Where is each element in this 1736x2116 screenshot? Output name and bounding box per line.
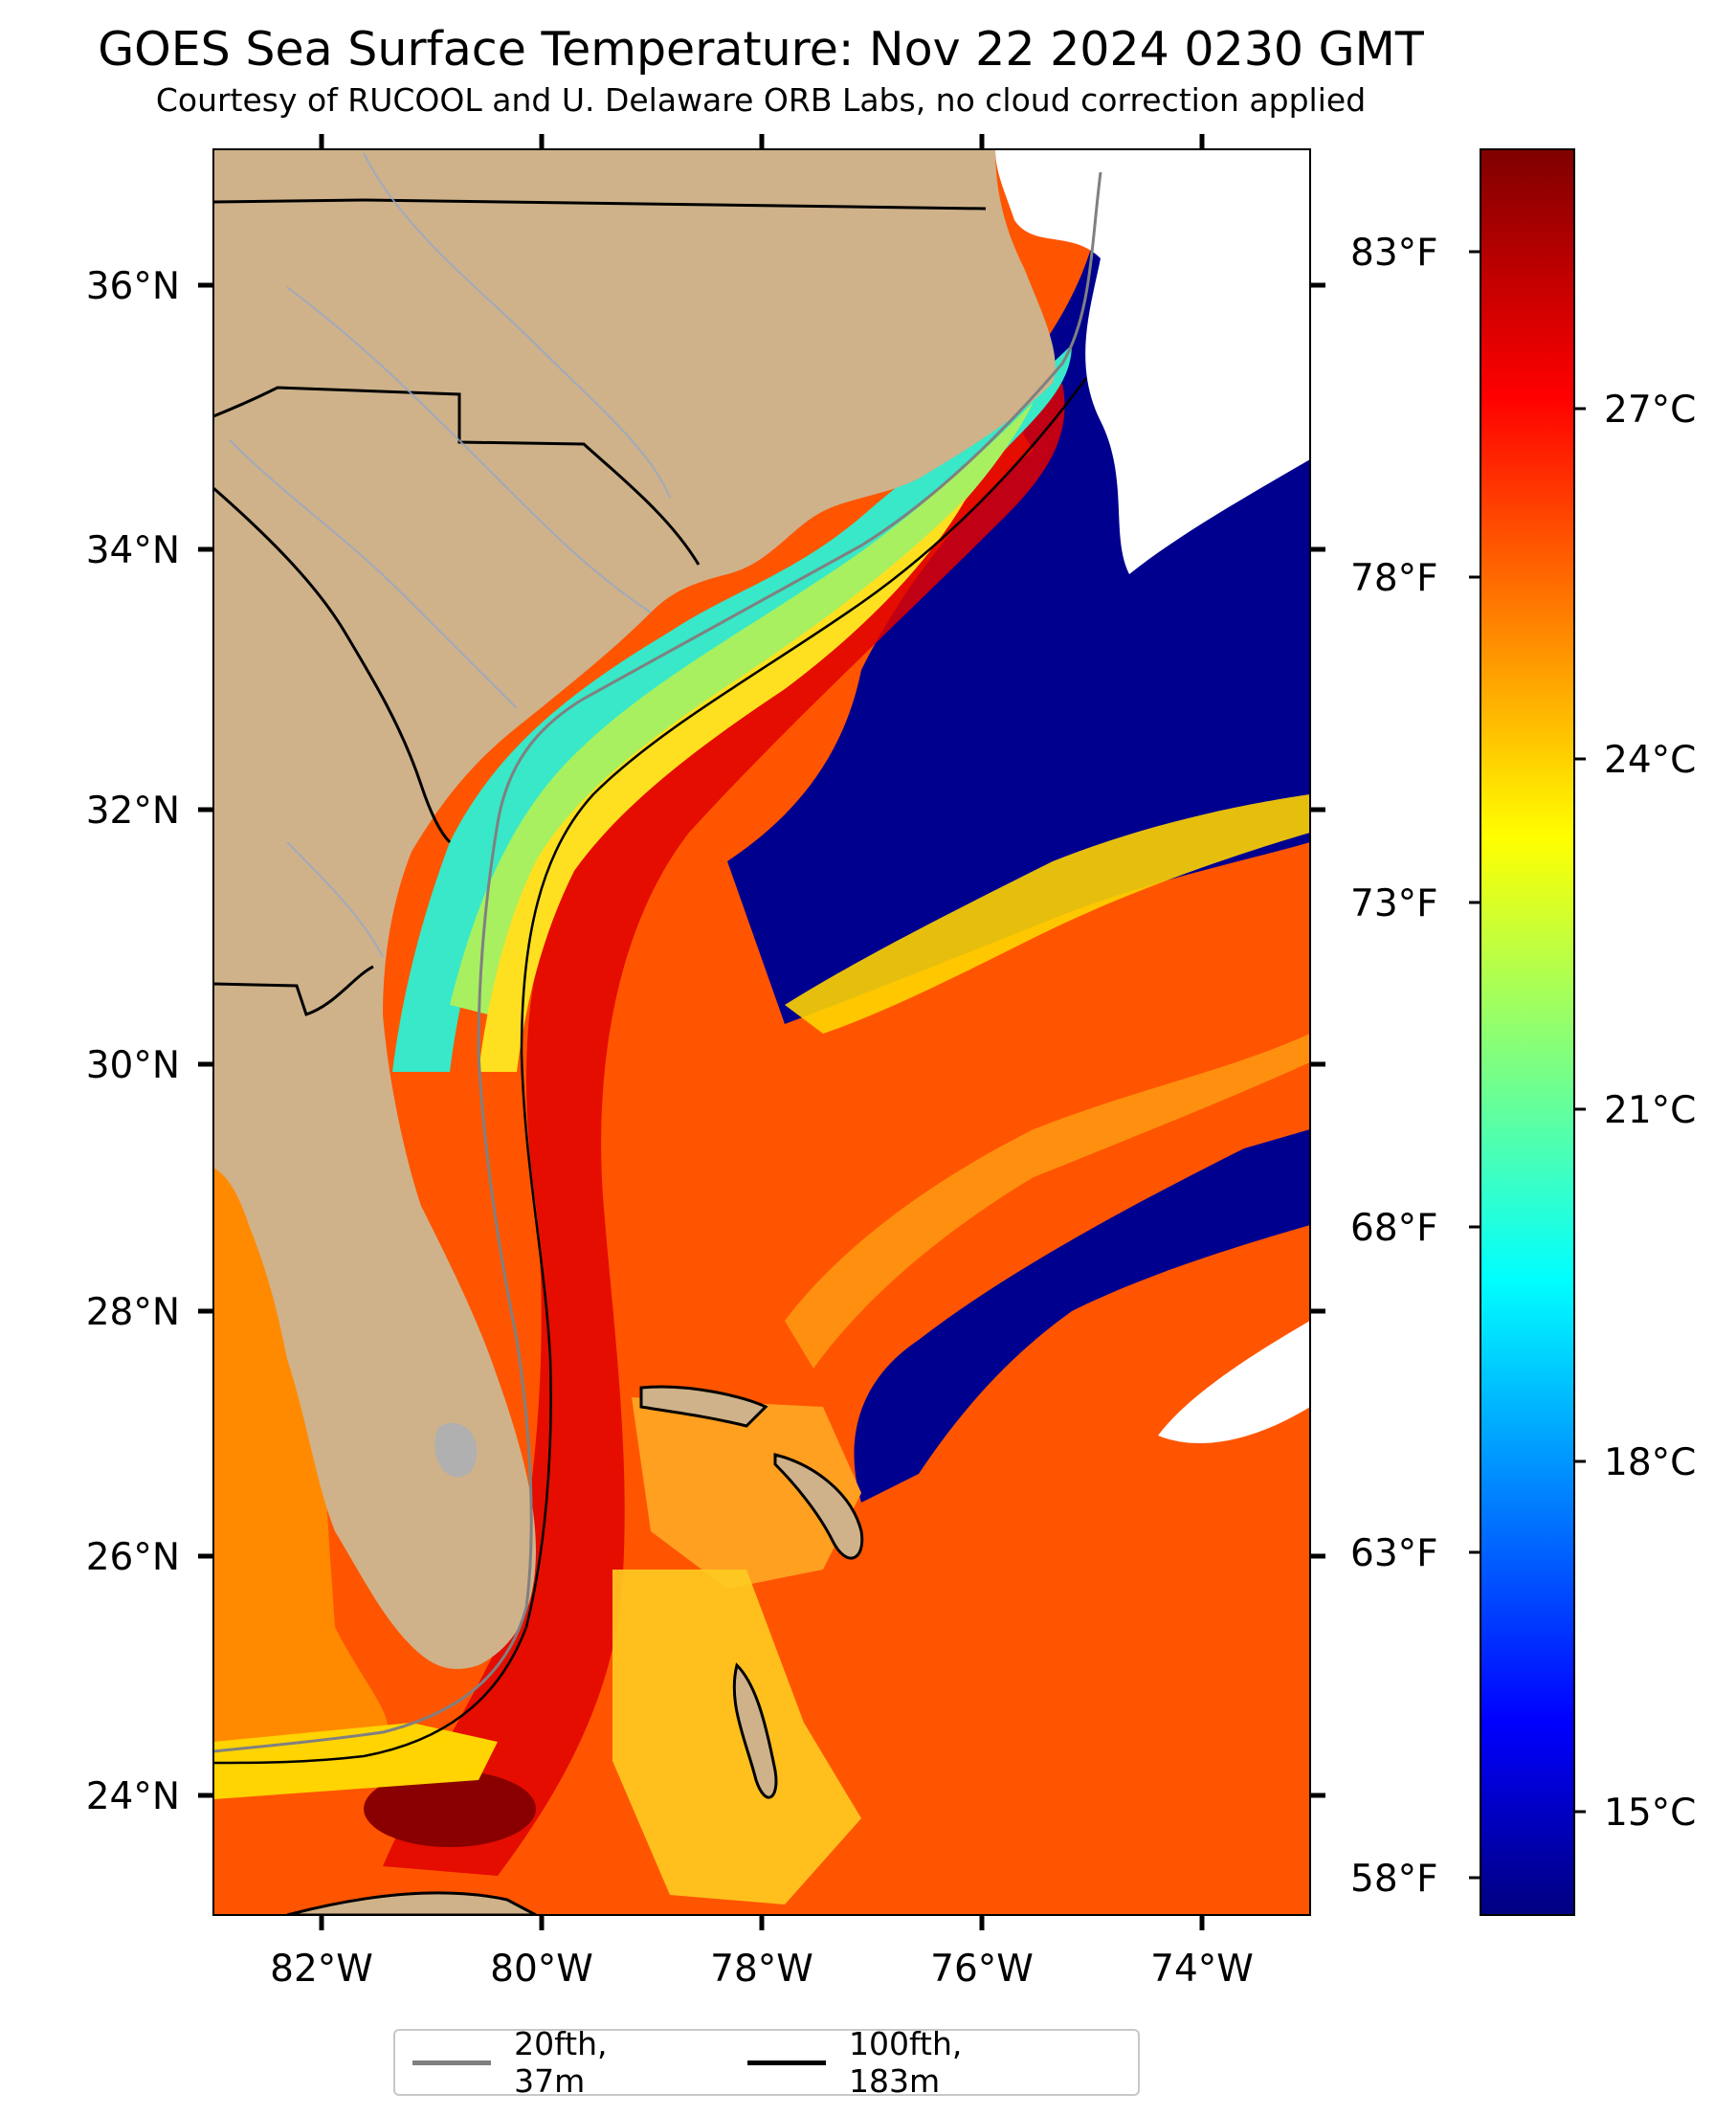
bahamas-south-water [612, 1570, 861, 1904]
fahrenheit-label: 68°F [1350, 1207, 1438, 1250]
legend-item-20fth: 20fth, 37m [412, 2025, 680, 2100]
cold-water-region-south [854, 1129, 1310, 1503]
x-tick-label: 76°W [930, 1948, 1034, 1991]
florida-bay-water [213, 1723, 498, 1799]
celsius-ticks [1574, 407, 1586, 1814]
legend: 20fth, 37m 100fth, 183m [393, 2025, 1140, 2100]
y-tick-label: 34°N [86, 529, 180, 572]
map-area [213, 149, 1310, 1915]
fahrenheit-ticks [1469, 250, 1480, 1880]
y-tick-label: 26°N [86, 1536, 180, 1579]
land-mass-us [213, 149, 1056, 1669]
celsius-label: 27°C [1604, 389, 1696, 432]
state-borders [213, 198, 987, 1016]
coastal-shelf-warm [479, 498, 967, 1072]
bahamas-water [632, 1397, 861, 1589]
gulf-stream-core [383, 383, 1065, 1876]
coastal-shelf-mid [450, 402, 1034, 1014]
cloud-region-north [995, 149, 1310, 574]
gulf-stream-hot-spot [364, 1771, 536, 1847]
fahrenheit-label: 63°F [1350, 1532, 1438, 1575]
island-andros [732, 1662, 778, 1799]
y-tick-label: 32°N [86, 790, 180, 833]
cloud-region-east [1158, 1321, 1310, 1444]
fahrenheit-label: 78°F [1350, 557, 1438, 600]
island-abaco [773, 1453, 864, 1560]
rivers [229, 152, 671, 958]
warm-band-yellow [785, 794, 1310, 1034]
island-cuba [286, 1891, 537, 1915]
x-tick-label: 78°W [710, 1948, 813, 1991]
colorbar [1480, 148, 1575, 1916]
y-tick-label: 28°N [86, 1291, 180, 1334]
x-tick-label: 74°W [1150, 1948, 1254, 1991]
x-tick-label: 80°W [490, 1948, 593, 1991]
contour-20fth [213, 171, 1102, 1753]
x-tick-label: 82°W [270, 1948, 373, 1991]
legend-item-100fth: 100fth, 183m [746, 2025, 1054, 2100]
chart-title: GOES Sea Surface Temperature: Nov 22 202… [98, 22, 1424, 77]
y-tick-label: 30°N [86, 1044, 180, 1087]
contour-100fth [213, 377, 1088, 1765]
warm-band-orange [785, 1034, 1310, 1369]
celsius-label: 18°C [1604, 1441, 1696, 1484]
lake-okeechobee [434, 1422, 478, 1478]
y-tick-label: 24°N [86, 1775, 180, 1818]
y-major-ticks [198, 282, 1325, 1798]
fahrenheit-label: 73°F [1350, 882, 1438, 925]
legend-label: 20fth, 37m [514, 2025, 608, 2100]
gulf-of-mexico-water [213, 1168, 389, 1751]
fahrenheit-label: 83°F [1350, 232, 1438, 275]
fahrenheit-label: 58°F [1350, 1858, 1438, 1901]
chart-subtitle: Courtesy of RUCOOL and U. Delaware ORB L… [155, 81, 1367, 119]
x-major-ticks [319, 134, 1205, 1930]
legend-label: 100fth, 183m [849, 2025, 963, 2100]
celsius-label: 24°C [1604, 739, 1696, 782]
celsius-label: 15°C [1604, 1792, 1696, 1835]
legend-line-gray [412, 2060, 492, 2065]
celsius-label: 21°C [1604, 1089, 1696, 1132]
y-tick-label: 36°N [86, 265, 180, 308]
legend-line-black [746, 2060, 827, 2065]
island-grand-bahama [639, 1385, 768, 1428]
